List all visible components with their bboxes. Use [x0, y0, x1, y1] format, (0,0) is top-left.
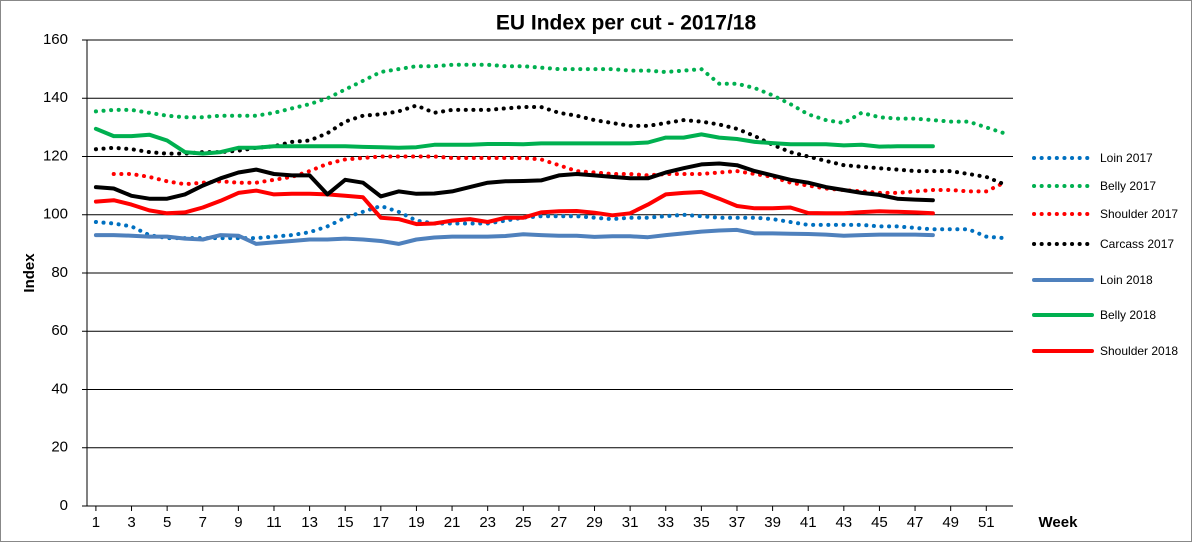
- x-tick-label: 9: [234, 514, 242, 531]
- x-tick-label: 47: [907, 514, 924, 531]
- y-tick-label: 160: [43, 31, 68, 48]
- line-series: [93, 62, 1007, 136]
- x-axis-label: Week: [1039, 514, 1079, 531]
- x-tick-label: 19: [408, 514, 425, 531]
- y-axis-label: Index: [21, 253, 38, 293]
- x-tick-label: 49: [942, 514, 959, 531]
- x-tick-label: 29: [586, 514, 603, 531]
- x-tick-label: 17: [372, 514, 389, 531]
- y-tick-label: 120: [43, 147, 68, 164]
- y-tick-label: 20: [51, 439, 68, 456]
- y-tick-label: 40: [51, 380, 68, 397]
- x-tick-label: 5: [163, 514, 171, 531]
- legend-label: Belly 2017: [1100, 179, 1157, 193]
- x-tick-label: 1: [92, 514, 100, 531]
- x-tick-label: 27: [551, 514, 568, 531]
- x-tick-label: 39: [764, 514, 781, 531]
- x-tick-label: 33: [657, 514, 674, 531]
- x-tick-label: 37: [729, 514, 746, 531]
- x-tick-label: 23: [479, 514, 496, 531]
- legend-label: Loin 2018: [1100, 273, 1153, 287]
- x-tick-label: 3: [127, 514, 135, 531]
- chart-title: EU Index per cut - 2017/18: [496, 12, 757, 35]
- x-tick-label: 15: [337, 514, 354, 531]
- x-tick-label: 25: [515, 514, 532, 531]
- legend-label: Shoulder 2018: [1100, 344, 1179, 358]
- x-tick-label: 7: [199, 514, 207, 531]
- y-tick-label: 0: [60, 497, 68, 514]
- legend-label: Loin 2017: [1100, 151, 1153, 165]
- x-tick-label: 43: [835, 514, 852, 531]
- legend-label: Shoulder 2017: [1100, 207, 1179, 221]
- y-tick-label: 80: [51, 264, 68, 281]
- y-tick-label: 140: [43, 89, 68, 106]
- x-tick-label: 11: [266, 514, 282, 531]
- x-tick-label: 31: [622, 514, 639, 531]
- x-tick-label: 21: [444, 514, 461, 531]
- line-series: [93, 161, 935, 203]
- x-tick-label: 35: [693, 514, 710, 531]
- line-series: [93, 126, 935, 156]
- line-series: [93, 188, 935, 227]
- y-tick-label: 100: [43, 206, 68, 223]
- legend-label: Carcass 2017: [1100, 237, 1175, 251]
- x-tick-label: 45: [871, 514, 888, 531]
- line-series: [93, 227, 935, 246]
- x-tick-label: 13: [301, 514, 318, 531]
- x-tick-label: 51: [978, 514, 995, 531]
- legend-label: Belly 2018: [1100, 308, 1157, 322]
- x-tick-label: 41: [800, 514, 817, 531]
- y-tick-label: 60: [51, 322, 68, 339]
